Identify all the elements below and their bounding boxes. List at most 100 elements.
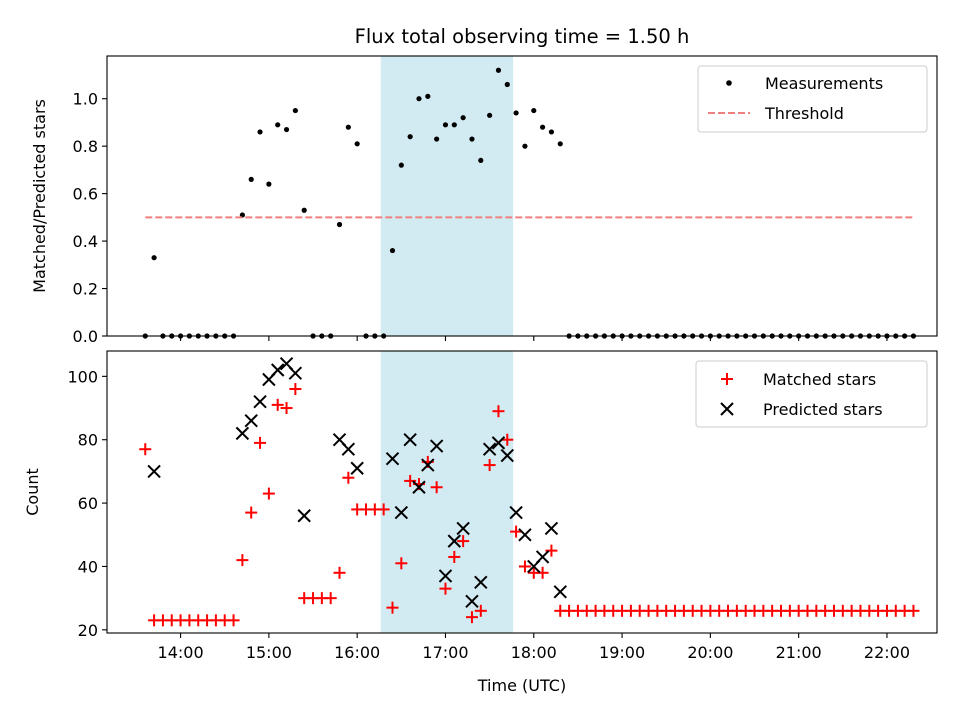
matched-stars-point xyxy=(289,383,302,396)
bottom-legend-frame xyxy=(695,360,928,428)
predicted-stars-point xyxy=(535,550,550,564)
measurement-point xyxy=(540,124,546,130)
matched-stars-point xyxy=(483,459,496,472)
y-tick-label: 1.0 xyxy=(73,90,98,109)
predicted-stars-point xyxy=(271,363,285,377)
matched-stars-point xyxy=(536,566,549,579)
x-tick-label: 16:00 xyxy=(334,643,380,662)
measurement-point xyxy=(416,96,422,102)
matched-stars-point xyxy=(474,604,487,617)
bottom-y-axis: 20 40 60 80 100 xyxy=(67,367,107,640)
x-tick-label: 14:00 xyxy=(158,643,204,662)
top-y-axis-label: Matched/Predicted stars xyxy=(30,99,49,293)
matched-stars-point xyxy=(492,405,505,418)
bottom-y-axis-label: Count xyxy=(23,468,42,516)
bottom-observing-window xyxy=(380,351,514,633)
predicted-stars-point xyxy=(491,436,506,450)
top-legend-frame xyxy=(697,65,928,133)
legend-measurements-label: Measurements xyxy=(765,74,883,93)
predicted-stars-point xyxy=(544,521,559,536)
matched-stars-point xyxy=(245,506,258,519)
matched-stars-point xyxy=(280,402,293,415)
legend-measurements-marker xyxy=(726,80,732,86)
y-tick-label: 20 xyxy=(78,621,98,640)
predicted-stars-point xyxy=(509,505,523,520)
x-tick-label: 21:00 xyxy=(776,643,822,662)
x-tick-label: 19:00 xyxy=(599,643,645,662)
top-observing-window xyxy=(380,56,514,336)
legend-predicted-label: Predicted stars xyxy=(763,400,883,419)
matched-stars-point xyxy=(342,471,355,484)
matched-stars-point xyxy=(465,611,478,624)
matched-stars-point xyxy=(545,544,558,557)
matched-stars-point xyxy=(324,592,337,605)
y-tick-label: 40 xyxy=(78,557,98,576)
matched-stars-point xyxy=(510,525,523,538)
matched-stars-point xyxy=(430,481,443,494)
matched-stars-point xyxy=(139,443,152,456)
bottom-legend: Matched stars Predicted stars xyxy=(695,360,928,428)
measurement-point xyxy=(495,67,502,73)
bottom-panel-marks xyxy=(139,356,920,627)
y-tick-label: 0.4 xyxy=(73,232,98,251)
measurement-point xyxy=(425,93,431,99)
matched-stars-point xyxy=(227,614,240,627)
predicted-stars-point xyxy=(394,505,409,520)
measurement-point xyxy=(531,107,537,114)
y-tick-label: 0.2 xyxy=(73,280,98,299)
measurement-point xyxy=(487,112,493,118)
measurement-point xyxy=(504,81,510,88)
predicted-stars-point xyxy=(147,464,161,479)
matched-stars-point xyxy=(439,582,452,595)
measurement-point xyxy=(292,107,298,114)
measurement-point xyxy=(239,212,245,218)
legend-predicted-marker xyxy=(720,402,734,416)
measurement-point xyxy=(442,122,449,128)
top-panel: 0.0 0.2 0.4 0.6 0.8 1.0 Matched/Predicted sta… xyxy=(30,55,938,346)
matched-stars-point xyxy=(501,433,514,446)
top-panel-frame xyxy=(106,55,938,337)
predicted-stars-point xyxy=(235,426,250,441)
measurement-point xyxy=(513,110,519,116)
measurement-point xyxy=(336,221,343,228)
matched-stars-point xyxy=(236,554,249,567)
measurement-point xyxy=(389,247,396,254)
top-legend: Measurements Threshold xyxy=(697,65,928,133)
predicted-stars-point xyxy=(474,575,488,590)
measurement-point xyxy=(469,136,475,142)
measurement-point xyxy=(460,115,466,121)
predicted-stars-point xyxy=(412,480,426,494)
measurement-point xyxy=(257,129,263,135)
predicted-stars-point xyxy=(288,366,303,380)
matched-stars-point xyxy=(518,560,531,573)
legend-matched-marker xyxy=(721,373,733,385)
measurement-point xyxy=(275,122,281,128)
x-tick-label: 17:00 xyxy=(422,643,468,662)
measurement-point xyxy=(248,176,254,182)
measurement-point xyxy=(478,157,484,164)
y-tick-label: 100 xyxy=(67,367,98,386)
y-tick-label: 80 xyxy=(78,431,98,450)
x-tick-label: 15:00 xyxy=(246,643,292,662)
y-tick-label: 0.0 xyxy=(73,327,98,346)
legend-matched-label: Matched stars xyxy=(763,370,876,389)
x-axis-label: Time (UTC) xyxy=(477,676,566,695)
matched-stars-point xyxy=(907,604,920,617)
matched-stars-point xyxy=(386,601,399,614)
predicted-stars-point xyxy=(244,414,258,428)
figure-title: Flux total observing time = 1.50 h xyxy=(355,25,690,48)
x-tick-label: 18:00 xyxy=(511,643,557,662)
matched-stars-point xyxy=(377,503,390,516)
measurement-point xyxy=(283,126,290,133)
x-tick-label: 22:00 xyxy=(864,643,910,662)
bottom-panel-frame xyxy=(106,350,938,634)
measurement-point xyxy=(398,162,404,168)
predicted-stars-point xyxy=(385,452,400,466)
predicted-stars-point xyxy=(518,528,532,542)
predicted-stars-point xyxy=(341,442,356,456)
y-tick-label: 60 xyxy=(78,494,98,513)
measurement-point xyxy=(301,207,307,213)
observing-window-band xyxy=(380,56,514,336)
measurement-point xyxy=(354,141,360,147)
